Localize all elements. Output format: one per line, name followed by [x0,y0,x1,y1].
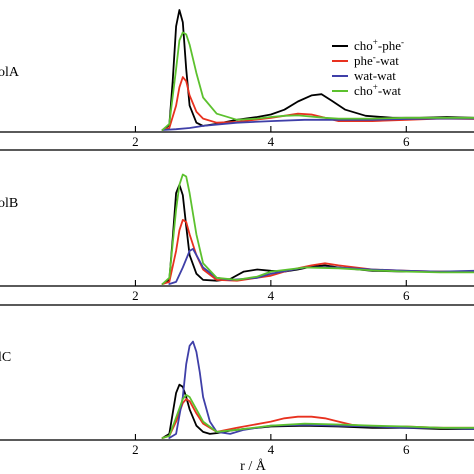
x-tick-label-b-2: 2 [132,288,139,303]
x-tick-label-b-4: 4 [268,288,275,303]
panel-label-b: olB [0,196,18,211]
series-line-cho_wat-b [161,173,474,285]
series-line-cho_wat-a [161,31,474,131]
panel-frame-c [0,304,474,441]
x-ticks-a: 2 4 6 [132,126,410,149]
x-ticks-c: 2 4 6 [132,434,410,457]
x-tick-label-a-4: 4 [268,134,275,149]
legend-label-cho_wat: cho+-wat [354,82,401,98]
series-line-phe_wat-b [161,218,474,285]
legend-label-phe_wat: phe--wat [354,52,399,68]
series-group-a [161,9,474,131]
series-line-cho_phe-c [161,383,474,439]
panel-label-c: lC [0,350,11,365]
x-tick-label-c-2: 2 [132,442,139,457]
legend-label-wat_wat: wat-wat [354,68,396,83]
x-tick-label-a-6: 6 [403,134,410,149]
x-tick-label-c-6: 6 [403,442,410,457]
series-group-b [161,173,474,285]
series-line-cho_phe-a [161,9,474,131]
panel-c: lC 2 4 6 [0,304,474,457]
x-tick-label-a-2: 2 [132,134,139,149]
x-axis-label: r / Å [240,458,267,474]
panel-b: olB 2 4 6 [0,149,474,303]
series-group-c [161,340,474,439]
series-line-wat_wat-a [161,117,474,131]
panel-frame-a [0,131,474,133]
x-ticks-b: 2 4 6 [132,280,410,303]
series-line-cho_wat-c [161,393,474,439]
x-tick-label-c-4: 4 [268,442,275,457]
legend-label-cho_phe: cho+-phe- [354,37,404,53]
panel-label-a: olA [0,65,20,80]
panel-a: olA 2 4 6 [0,9,474,149]
panel-frame-b [0,149,474,287]
x-tick-label-b-6: 6 [403,288,410,303]
